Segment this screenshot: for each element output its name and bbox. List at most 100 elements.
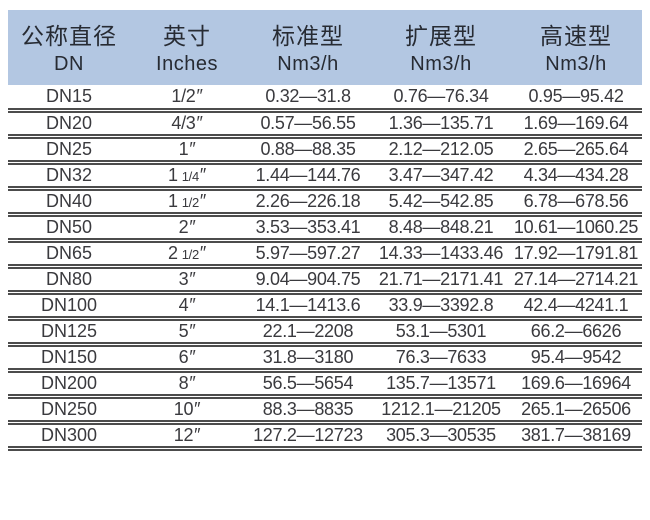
dn-cell: DN125 — [8, 318, 130, 347]
table-row: DN150 6″ 31.8—3180 76.3—7633 95.4—9542 — [8, 344, 642, 373]
high-speed-range-cell: 42.4—4241.1 — [510, 292, 642, 321]
extended-range-cell: 33.9—3392.8 — [372, 292, 510, 321]
inch-cell: 4/3″ — [130, 110, 244, 139]
standard-range-cell: 5.97—597.27 — [244, 240, 372, 269]
inch-mark: ″ — [199, 164, 206, 185]
inch-value: 1/2 — [171, 85, 196, 106]
extended-range-cell: 14.33—1433.46 — [372, 240, 510, 269]
col-header-high-speed: 高速型 Nm3/h — [510, 10, 642, 85]
dn-cell: DN100 — [8, 292, 130, 321]
col-header-dn: 公称直径 DN — [8, 10, 130, 85]
inch-value: 1 — [178, 138, 189, 159]
high-speed-range-cell: 10.61—1060.25 — [510, 214, 642, 243]
inch-value: 3 — [178, 268, 189, 289]
extended-range-cell: 0.76—76.34 — [372, 85, 510, 113]
col-header-dn-cn: 公称直径 — [21, 22, 117, 49]
dn-cell: DN65 — [8, 240, 130, 269]
inch-cell: 1″ — [130, 136, 244, 165]
col-header-standard-cn: 标准型 — [272, 22, 344, 49]
inch-cell: 1 1/2″ — [130, 188, 244, 217]
inch-cell: 12″ — [130, 422, 244, 451]
inch-mark: ″ — [196, 112, 203, 133]
extended-range-cell: 76.3—7633 — [372, 344, 510, 373]
extended-range-cell: 3.47—347.42 — [372, 162, 510, 191]
extended-range-cell: 21.71—2171.41 — [372, 266, 510, 295]
col-header-high-speed-unit: Nm3/h — [545, 52, 607, 75]
dn-cell: DN200 — [8, 370, 130, 399]
inch-fraction: 1/2 — [181, 194, 199, 210]
high-speed-range-cell: 6.78—678.56 — [510, 188, 642, 217]
header-row: 公称直径 DN 英寸 Inches 标准型 Nm3/h 扩展型 Nm3/h 高速… — [8, 10, 642, 85]
inch-mark: ″ — [189, 294, 196, 315]
table-row: DN300 12″ 127.2—12723 305.3—30535 381.7—… — [8, 422, 642, 451]
col-header-extended-cn: 扩展型 — [405, 22, 477, 49]
inch-mark: ″ — [189, 372, 196, 393]
dn-cell: DN50 — [8, 214, 130, 243]
high-speed-range-cell: 95.4—9542 — [510, 344, 642, 373]
inch-mark: ″ — [189, 138, 196, 159]
col-header-extended-unit: Nm3/h — [410, 52, 472, 75]
table-row: DN100 4″ 14.1—1413.6 33.9—3392.8 42.4—42… — [8, 292, 642, 321]
inch-value: 10 — [173, 398, 194, 419]
inch-cell: 6″ — [130, 344, 244, 373]
table-row: DN80 3″ 9.04—904.75 21.71—2171.41 27.14—… — [8, 266, 642, 295]
inch-cell: 3″ — [130, 266, 244, 295]
inch-cell: 1/2″ — [130, 85, 244, 113]
dn-cell: DN300 — [8, 422, 130, 451]
inch-value: 2 — [178, 216, 189, 237]
flow-range-table: 公称直径 DN 英寸 Inches 标准型 Nm3/h 扩展型 Nm3/h 高速… — [8, 10, 642, 451]
col-header-standard-unit: Nm3/h — [277, 52, 339, 75]
extended-range-cell: 53.1—5301 — [372, 318, 510, 347]
standard-range-cell: 1.44—144.76 — [244, 162, 372, 191]
col-header-inches: 英寸 Inches — [130, 10, 244, 85]
inch-cell: 1 1/4″ — [130, 162, 244, 191]
standard-range-cell: 0.57—56.55 — [244, 110, 372, 139]
inch-value: 2 — [168, 242, 178, 263]
dn-cell: DN80 — [8, 266, 130, 295]
inch-value: 5 — [178, 320, 189, 341]
table-row: DN125 5″ 22.1—2208 53.1—5301 66.2—6626 — [8, 318, 642, 347]
table-row: DN40 1 1/2″ 2.26—226.18 5.42—542.85 6.78—… — [8, 188, 642, 217]
inch-cell: 2″ — [130, 214, 244, 243]
flow-spec-page: 公称直径 DN 英寸 Inches 标准型 Nm3/h 扩展型 Nm3/h 高速… — [0, 10, 650, 520]
dn-cell: DN250 — [8, 396, 130, 425]
standard-range-cell: 56.5—5654 — [244, 370, 372, 399]
table-body: DN15 1/2″ 0.32—31.8 0.76—76.34 0.95—95.4… — [8, 85, 642, 451]
inch-value: 1 — [168, 190, 178, 211]
inch-value: 8 — [178, 372, 189, 393]
high-speed-range-cell: 2.65—265.64 — [510, 136, 642, 165]
col-header-inches-cn: 英寸 — [163, 22, 211, 49]
inch-mark: ″ — [189, 268, 196, 289]
extended-range-cell: 8.48—848.21 — [372, 214, 510, 243]
dn-cell: DN15 — [8, 85, 130, 113]
high-speed-range-cell: 381.7—38169 — [510, 422, 642, 451]
standard-range-cell: 9.04—904.75 — [244, 266, 372, 295]
inch-value: 4 — [178, 294, 189, 315]
high-speed-range-cell: 4.34—434.28 — [510, 162, 642, 191]
standard-range-cell: 14.1—1413.6 — [244, 292, 372, 321]
high-speed-range-cell: 265.1—26506 — [510, 396, 642, 425]
extended-range-cell: 1.36—135.71 — [372, 110, 510, 139]
col-header-inches-sub: Inches — [156, 52, 218, 75]
inch-mark: ″ — [189, 216, 196, 237]
inch-fraction: 1/2 — [181, 246, 199, 262]
extended-range-cell: 2.12—212.05 — [372, 136, 510, 165]
inch-cell: 8″ — [130, 370, 244, 399]
dn-cell: DN20 — [8, 110, 130, 139]
standard-range-cell: 2.26—226.18 — [244, 188, 372, 217]
inch-mark: ″ — [189, 320, 196, 341]
high-speed-range-cell: 0.95—95.42 — [510, 85, 642, 113]
inch-mark: ″ — [194, 398, 201, 419]
extended-range-cell: 305.3—30535 — [372, 422, 510, 451]
standard-range-cell: 127.2—12723 — [244, 422, 372, 451]
inch-cell: 5″ — [130, 318, 244, 347]
inch-mark: ″ — [194, 424, 201, 445]
inch-cell: 2 1/2″ — [130, 240, 244, 269]
standard-range-cell: 3.53—353.41 — [244, 214, 372, 243]
extended-range-cell: 135.7—13571 — [372, 370, 510, 399]
standard-range-cell: 22.1—2208 — [244, 318, 372, 347]
inch-mark: ″ — [199, 190, 206, 211]
standard-range-cell: 31.8—3180 — [244, 344, 372, 373]
dn-cell: DN150 — [8, 344, 130, 373]
col-header-high-speed-cn: 高速型 — [540, 22, 612, 49]
